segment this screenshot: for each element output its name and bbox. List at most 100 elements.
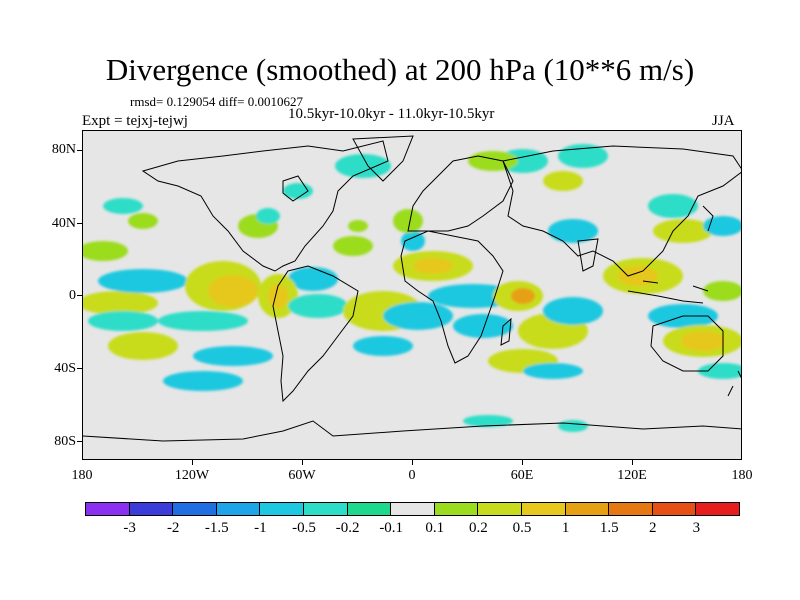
colorbar-swatch [259,502,304,516]
negative-anomaly [703,216,741,236]
lon-tick [192,460,193,465]
lon-tick [412,460,413,465]
negative-anomaly [98,269,188,293]
negative-anomaly [463,415,513,427]
negative-anomaly [353,336,413,356]
negative-anomaly [256,208,280,224]
asia-coastline [502,145,741,277]
indonesia-islands [627,280,709,304]
colorbar-swatch [215,502,261,516]
positive-anomaly [108,332,178,360]
lon-tick [632,460,633,465]
colorbar-label: -0.2 [335,520,360,536]
colorbar-label: 1 [561,520,570,536]
colorbar-swatch [346,502,392,516]
lat-tick [77,295,82,296]
figure-title: Divergence (smoothed) at 200 hPa (10**6 … [105,52,695,87]
map-plot-area [82,130,742,460]
colorbar-swatch [302,502,348,516]
colorbar-swatch [564,502,610,516]
positive-anomaly [413,258,453,274]
lon-label-180e: 180 [731,468,753,483]
lat-label-40n: 40N [51,216,76,231]
positive-anomaly [268,284,288,308]
negative-anomaly [163,371,243,391]
positive-anomaly [393,209,423,233]
positive-anomaly [333,236,373,256]
africa-coastline [400,230,504,364]
colorbar-swatch [651,502,697,516]
negative-anomaly [335,154,391,178]
lon-label-60e: 60E [510,468,534,483]
colorbar-label: 3 [692,520,701,536]
period-line: 10.5kyr-10.0kyr - 11.0kyr-10.5kyr [288,106,495,122]
positive-anomaly [348,220,368,232]
colorbar-label: -0.1 [379,520,404,536]
lat-tick [77,150,82,151]
negative-anomaly [543,297,603,325]
colorbar-swatch [128,502,174,516]
colorbar-label: -1.5 [204,520,229,536]
lat-tick [77,223,82,224]
lat-tick [77,368,82,369]
positive-anomaly [653,219,713,243]
negative-anomaly [453,314,513,338]
lon-label-0: 0 [408,468,416,483]
negative-anomaly [401,231,425,251]
colorbar-swatch [85,502,130,516]
india-coastline [577,238,599,272]
greenland [352,135,414,182]
lon-label-120e: 120E [617,468,647,483]
hudson-bay [282,175,309,202]
positive-anomaly [468,151,518,171]
colorbar-label: -2 [166,520,180,536]
colorbar-label: -3 [123,520,136,536]
lon-label-180w: 180 [71,468,93,483]
positive-anomaly [83,291,158,315]
japan-coastline [702,205,714,232]
negative-anomaly [383,302,453,330]
lon-tick [302,460,303,465]
positive-anomaly [543,171,583,191]
colorbar-swatch [390,502,435,516]
negative-anomaly [548,219,598,243]
positive-anomaly [703,281,741,301]
australia-coastline [650,315,724,372]
lat-label-equator: 0 [69,288,76,303]
new-zealand [727,370,741,397]
experiment-label: Expt = tejxj-tejwj [82,113,188,129]
negative-anomaly [648,194,698,218]
negative-anomaly [523,363,583,379]
negative-anomaly [288,294,348,318]
season-label: JJA [712,113,735,129]
colorbar-label: 1.5 [599,520,619,536]
colorbar-label: 0.5 [512,520,532,536]
negative-anomaly [558,420,588,432]
positive-anomaly [681,331,725,351]
divergence-field [83,144,741,432]
stats-line: rmsd= 0.129054 diff= 0.0010627 [130,94,303,109]
positive-anomaly [83,241,128,261]
lat-label-80n: 80N [51,142,76,157]
madagascar [500,317,512,346]
south-america-coastline [272,265,359,403]
colorbar-swatch [520,502,566,516]
colorbar-swatch [477,502,522,516]
colorbar-swatch [172,502,217,516]
positive-anomaly [618,266,658,286]
negative-anomaly [558,144,608,168]
positive-anomaly [208,275,258,307]
lat-tick [77,441,82,442]
antarctica-coastline [83,420,741,442]
colorbar-label: 0.2 [469,520,488,536]
lon-label-120w: 120W [174,468,210,483]
colorbar [85,502,740,516]
colorbar-label: 0.1 [425,520,445,536]
colorbar-swatch [695,502,740,516]
lat-label-40s: 40S [54,361,76,376]
positive-anomaly [511,288,535,304]
negative-anomaly [193,346,273,366]
negative-anomaly [698,363,741,379]
positive-anomaly [128,213,158,229]
colorbar-swatch [433,502,479,516]
